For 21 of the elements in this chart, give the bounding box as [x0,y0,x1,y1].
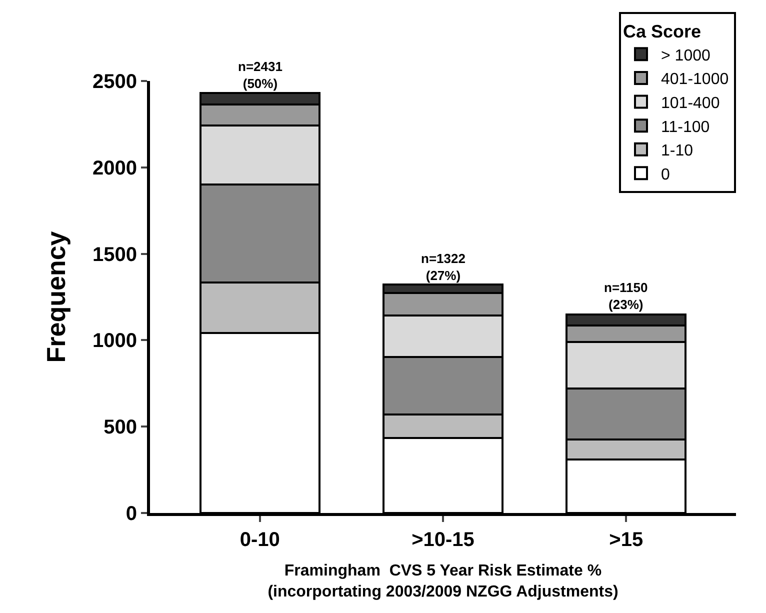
legend-label: 0 [661,166,670,184]
x-tick-label: 0-10 [240,529,280,551]
y-tick-label: 500 [104,416,137,439]
x-tick-label: >15 [609,529,644,551]
x-axis-title: Framingham CVS 5 Year Risk Estimate % (incorportating 2003/2009 NZGG Adjustments) [268,562,618,600]
legend-title: Ca Score [623,21,702,42]
legend-label: 401-1000 [661,71,729,88]
y-tick-label: 1000 [92,330,137,352]
total-label: n=2431 (50%) [238,59,282,91]
legend-label: 11-100 [661,118,710,136]
legend-label: > 1000 [661,47,710,64]
x-tick-label: >10-15 [412,529,474,551]
y-tick-label: 1500 [92,244,137,266]
y-tick-label: 2000 [92,157,137,180]
y-tick-label: 2500 [92,71,137,93]
total-label: n=1150 (23%) [604,280,648,312]
total-label: n=1322 (27%) [421,251,466,283]
y-axis-title: Frequency [40,230,71,363]
legend-label: 1-10 [661,142,694,160]
legend-label: 101-400 [661,95,720,112]
y-tick-label: 0 [126,503,137,525]
